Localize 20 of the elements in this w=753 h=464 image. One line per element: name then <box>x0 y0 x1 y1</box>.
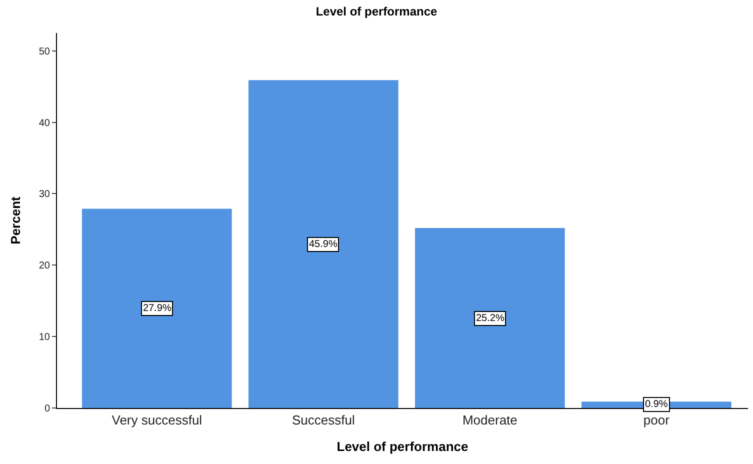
x-tick-label: Very successful <box>112 412 202 428</box>
x-axis-title: Level of performance <box>336 439 468 454</box>
x-tick-label: Moderate <box>462 412 518 428</box>
data-label: 25.2% <box>476 313 504 324</box>
y-tick-label: 20 <box>38 260 50 272</box>
y-tick-label: 10 <box>38 332 50 344</box>
data-label: 0.9% <box>645 399 668 410</box>
x-tick-label: Successful <box>292 412 355 428</box>
chart-title: Level of performance <box>316 4 438 18</box>
bar <box>248 80 398 408</box>
data-label: 45.9% <box>309 239 338 250</box>
bar <box>414 228 565 408</box>
y-axis-title: Percent <box>8 196 23 244</box>
y-tick-label: 0 <box>44 404 50 414</box>
x-tick-label: poor <box>643 412 670 428</box>
data-label: 27.9% <box>143 303 172 314</box>
y-tick-label: 40 <box>38 118 50 129</box>
bar <box>82 208 232 408</box>
y-tick-label: 50 <box>38 46 50 58</box>
y-tick-label: 30 <box>38 189 50 200</box>
